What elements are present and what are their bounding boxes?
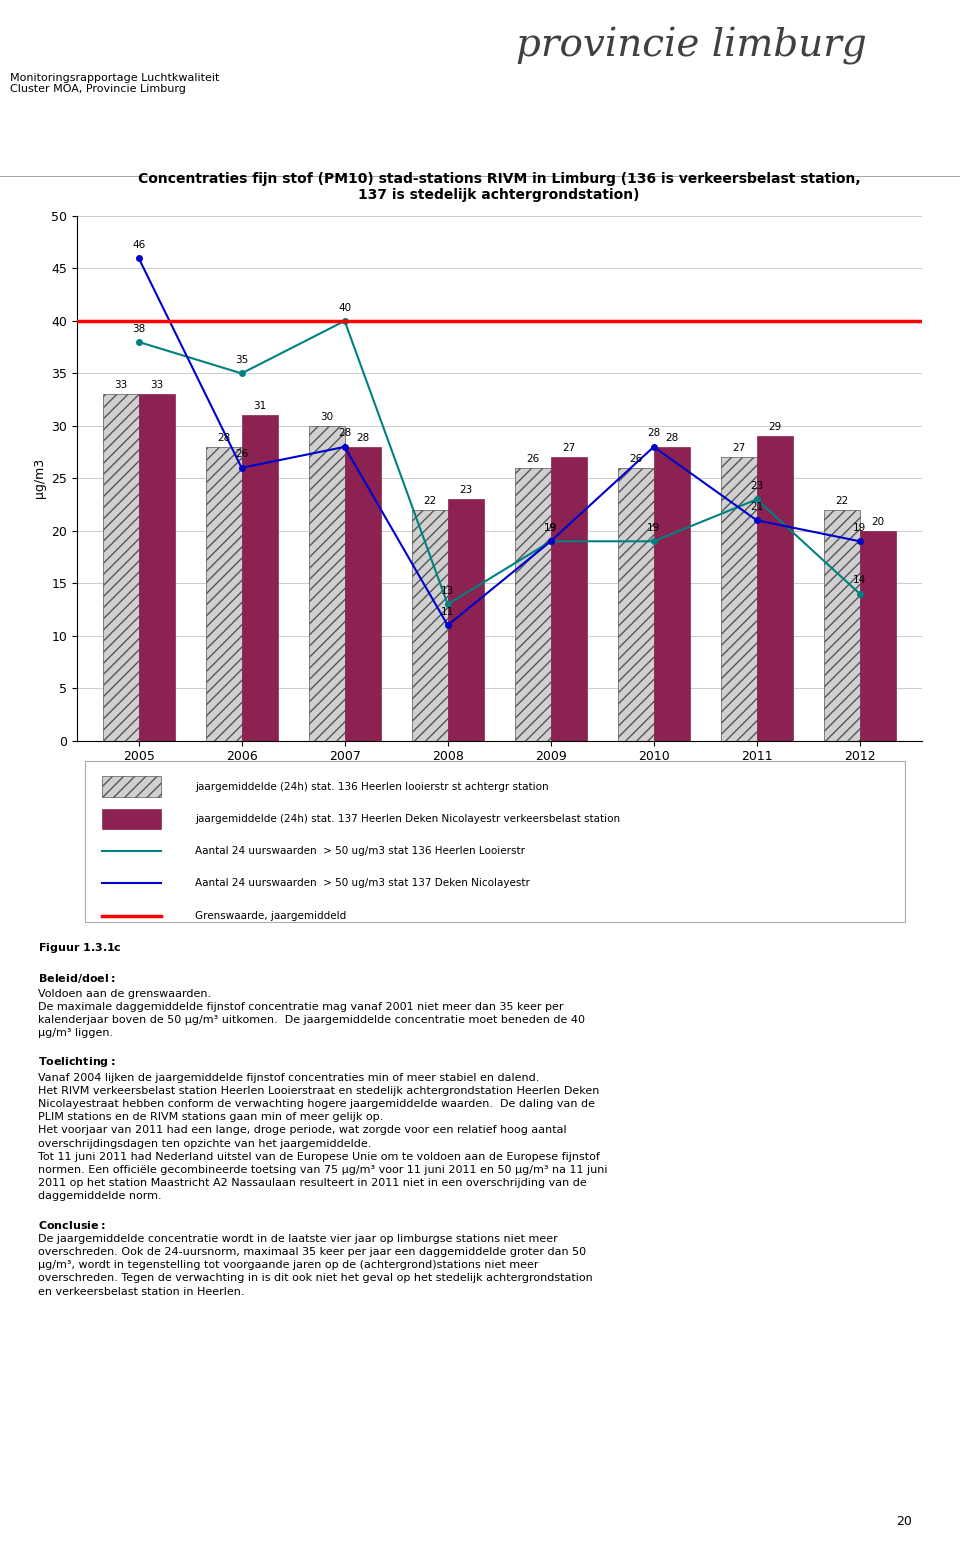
- Text: 14: 14: [853, 576, 867, 585]
- Text: Grenswaarde, jaargemiddeld: Grenswaarde, jaargemiddeld: [195, 910, 347, 921]
- Text: jaargemiddelde (24h) stat. 137 Heerlen Deken Nicolayestr verkeersbelast station: jaargemiddelde (24h) stat. 137 Heerlen D…: [195, 813, 620, 824]
- Text: Monitoringsrapportage Luchtkwaliteit
Cluster MOA, Provincie Limburg: Monitoringsrapportage Luchtkwaliteit Clu…: [10, 73, 219, 94]
- Text: 26: 26: [629, 454, 642, 463]
- Text: 19: 19: [853, 523, 867, 532]
- Text: 19: 19: [647, 523, 660, 532]
- Text: 21: 21: [750, 501, 763, 512]
- Bar: [412, 509, 447, 741]
- Text: 35: 35: [235, 355, 249, 366]
- Bar: [102, 809, 161, 829]
- Bar: [102, 776, 161, 796]
- Text: 46: 46: [132, 239, 145, 250]
- Text: 20: 20: [896, 1515, 912, 1528]
- Text: 22: 22: [835, 495, 849, 506]
- Text: Aantal 24 uurswaarden  > 50 ug/m3 stat 136 Heerlen Looierstr: Aantal 24 uurswaarden > 50 ug/m3 stat 13…: [195, 846, 525, 856]
- Text: 28: 28: [647, 429, 660, 438]
- Text: 31: 31: [253, 401, 266, 410]
- Text: 23: 23: [750, 481, 763, 491]
- Text: 26: 26: [526, 454, 540, 463]
- Text: 28: 28: [665, 432, 679, 443]
- Bar: [345, 447, 381, 741]
- Text: 33: 33: [114, 380, 128, 390]
- Text: 28: 28: [356, 432, 370, 443]
- Bar: [242, 415, 277, 741]
- Bar: [721, 457, 756, 741]
- Text: 38: 38: [132, 324, 145, 333]
- Bar: [447, 500, 484, 741]
- Text: 13: 13: [441, 586, 454, 596]
- Text: 27: 27: [732, 443, 745, 454]
- Text: 33: 33: [150, 380, 163, 390]
- Text: 19: 19: [544, 523, 558, 532]
- Bar: [308, 426, 345, 741]
- Text: 27: 27: [563, 443, 575, 454]
- Text: 22: 22: [423, 495, 436, 506]
- Text: 20: 20: [872, 517, 884, 526]
- Bar: [515, 468, 551, 741]
- Bar: [138, 395, 175, 741]
- Text: 29: 29: [768, 423, 781, 432]
- Text: jaargemiddelde (24h) stat. 136 Heerlen looierstr st achtergr station: jaargemiddelde (24h) stat. 136 Heerlen l…: [195, 782, 549, 792]
- Y-axis label: μg/m3: μg/m3: [33, 458, 45, 498]
- Text: 28: 28: [217, 432, 230, 443]
- Text: provincie limburg: provincie limburg: [516, 28, 867, 65]
- Text: $\bf{Figuur\ 1.3.1c}$

$\bf{Beleid/doel:}$
Voldoen aan de grenswaarden.
De maxim: $\bf{Figuur\ 1.3.1c}$ $\bf{Beleid/doel:}…: [38, 941, 608, 1296]
- Bar: [860, 531, 896, 741]
- Text: 28: 28: [338, 429, 351, 438]
- Text: 11: 11: [441, 606, 454, 617]
- Text: 19: 19: [544, 523, 558, 532]
- FancyBboxPatch shape: [85, 761, 904, 923]
- Bar: [551, 457, 587, 741]
- Title: Concentraties fijn stof (PM10) stad-stations RIVM in Limburg (136 is verkeersbel: Concentraties fijn stof (PM10) stad-stat…: [138, 173, 860, 202]
- Text: 30: 30: [320, 412, 333, 421]
- Bar: [205, 447, 242, 741]
- Text: 40: 40: [338, 302, 351, 313]
- Text: 26: 26: [235, 449, 249, 460]
- Text: 23: 23: [459, 485, 472, 495]
- Bar: [103, 395, 138, 741]
- Bar: [824, 509, 860, 741]
- Bar: [756, 437, 793, 741]
- Text: Aantal 24 uurswaarden  > 50 ug/m3 stat 137 Deken Nicolayestr: Aantal 24 uurswaarden > 50 ug/m3 stat 13…: [195, 878, 530, 889]
- Bar: [654, 447, 690, 741]
- Bar: [617, 468, 654, 741]
